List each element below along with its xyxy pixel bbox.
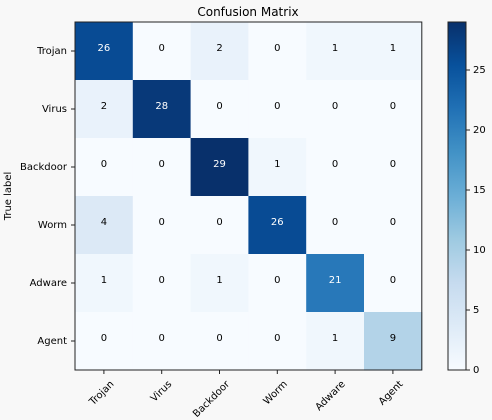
heatmap-cell-0-5	[364, 22, 423, 81]
colorbar-scale	[447, 21, 467, 371]
cell-value-2-0: 0	[101, 159, 107, 170]
heatmap-cell-0-4	[306, 22, 365, 81]
x-tick-label-3: Worm	[262, 379, 290, 407]
heatmap-cell-3-3	[248, 196, 307, 255]
colorbar-tick-label-1: 5	[473, 305, 479, 316]
cell-value-1-2: 0	[216, 101, 222, 112]
x-tick-label-0: Trojan	[87, 379, 117, 409]
y-tick-label-0: Trojan	[36, 46, 67, 57]
cell-value-2-3: 1	[274, 159, 280, 170]
cell-value-1-1: 28	[155, 101, 168, 112]
cell-value-1-4: 0	[332, 101, 338, 112]
colorbar-tick-label-5: 25	[473, 65, 486, 76]
heatmap-cell-5-5	[364, 312, 423, 371]
heatmap-cell-4-2	[190, 254, 249, 313]
cell-value-5-2: 0	[216, 333, 222, 344]
heatmap-cell-5-3	[248, 312, 307, 371]
x-tick-label-1: Virus	[149, 379, 175, 405]
heatmap-cell-0-3	[248, 22, 307, 81]
cell-value-4-4: 21	[329, 275, 342, 286]
colorbar-tick-label-2: 10	[473, 245, 486, 256]
heatmap-cell-3-4	[306, 196, 365, 255]
cell-value-4-5: 0	[390, 275, 396, 286]
cell-value-5-1: 0	[159, 333, 165, 344]
cell-value-5-0: 0	[101, 333, 107, 344]
heatmap-cell-1-0	[75, 80, 134, 139]
chart-title: Confusion Matrix	[197, 5, 298, 19]
heatmap-cell-1-5	[364, 80, 423, 139]
heatmap-cell-2-2	[190, 138, 249, 197]
cell-value-1-0: 2	[101, 101, 107, 112]
heatmap-cell-3-5	[364, 196, 423, 255]
heatmap-cell-4-1	[132, 254, 192, 313]
heatmap-cell-3-2	[190, 196, 249, 255]
cell-value-0-4: 1	[332, 43, 338, 54]
heatmap-cell-5-2	[190, 312, 249, 371]
cell-value-4-1: 0	[159, 275, 165, 286]
y-axis-label: True label	[3, 172, 14, 222]
heatmap-cell-0-0	[75, 22, 134, 81]
cell-value-4-2: 1	[216, 275, 222, 286]
y-tick-label-5: Agent	[37, 336, 67, 347]
cell-value-0-5: 1	[390, 43, 396, 54]
cell-value-3-2: 0	[216, 217, 222, 228]
cell-value-4-0: 1	[101, 275, 107, 286]
cell-value-5-3: 0	[274, 333, 280, 344]
heatmap-cell-4-5	[364, 254, 423, 313]
heatmap-cell-2-5	[364, 138, 423, 197]
x-tick-label-2: Backdoor	[191, 378, 233, 420]
y-tick-label-1: Virus	[42, 104, 67, 115]
heatmap-cell-4-0	[75, 254, 134, 313]
heatmap-cell-4-3	[248, 254, 307, 313]
heatmap-cell-2-3	[248, 138, 307, 197]
x-tick-label-5: Agent	[377, 379, 406, 408]
cell-value-4-3: 0	[274, 275, 280, 286]
heatmap-cell-4-4	[306, 254, 365, 313]
heatmap-cell-5-4	[306, 312, 365, 371]
cell-value-1-5: 0	[390, 101, 396, 112]
heatmap-cell-5-1	[132, 312, 192, 371]
cell-value-1-3: 0	[274, 101, 280, 112]
cell-value-3-4: 0	[332, 217, 338, 228]
cell-value-3-3: 26	[271, 217, 284, 228]
cell-value-2-4: 0	[332, 159, 338, 170]
cell-value-0-3: 0	[274, 43, 280, 54]
heatmap-cell-2-0	[75, 138, 134, 197]
y-tick-label-3: Worm	[38, 220, 67, 231]
cell-value-5-5: 9	[390, 333, 396, 344]
cell-value-0-2: 2	[216, 43, 222, 54]
heatmap-cell-2-4	[306, 138, 365, 197]
cell-value-3-1: 0	[159, 217, 165, 228]
heatmap-cell-5-0	[75, 312, 134, 371]
heatmap-cell-1-4	[306, 80, 365, 139]
cell-value-3-0: 4	[101, 217, 107, 228]
cell-value-2-2: 29	[213, 159, 226, 170]
heatmap-cell-0-1	[132, 22, 192, 81]
heatmap-cell-0-2	[190, 22, 249, 81]
plot-frame	[74, 21, 423, 371]
cell-value-2-1: 0	[159, 159, 165, 170]
colorbar-tick-label-4: 20	[473, 125, 486, 136]
cell-value-2-5: 0	[390, 159, 396, 170]
colorbar-tick-label-3: 15	[473, 185, 486, 196]
cell-value-0-1: 0	[159, 43, 165, 54]
x-tick-label-4: Adware	[314, 379, 348, 413]
heatmap-cell-1-2	[190, 80, 249, 139]
heatmap-area: 26 0 2 0 1 1 2 28 0 0 0 0 0 0 29 1 0 0 4 0 0 26 0 0 1 0 1 0 21 0 0 0 0 0 1…	[20, 21, 423, 420]
heatmap-cell-3-1	[132, 196, 192, 255]
heatmap-cell-2-1	[132, 138, 192, 197]
cell-value-5-4: 1	[332, 333, 338, 344]
heatmap-cell-1-3	[248, 80, 307, 139]
y-tick-label-2: Backdoor	[20, 162, 68, 173]
heatmap-cell-3-0	[75, 196, 134, 255]
y-tick-label-4: Adware	[30, 278, 67, 289]
colorbar-tick-label-0: 0	[473, 365, 479, 376]
cell-value-3-5: 0	[390, 217, 396, 228]
colorbar: 0 5 10 15 20 25	[447, 21, 486, 376]
heatmap-cell-1-1	[132, 80, 192, 139]
cell-value-0-0: 26	[98, 43, 111, 54]
